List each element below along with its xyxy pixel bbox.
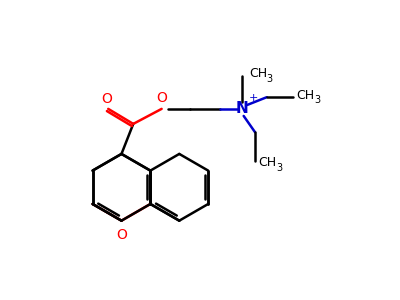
Text: N: N [235, 101, 248, 116]
Text: +: + [249, 93, 258, 103]
Text: CH: CH [249, 67, 267, 80]
Text: CH: CH [296, 89, 315, 102]
Text: 3: 3 [266, 74, 272, 84]
Text: 3: 3 [276, 163, 282, 173]
Text: 3: 3 [315, 95, 321, 105]
Text: CH: CH [258, 156, 276, 169]
Text: O: O [101, 92, 112, 106]
Text: O: O [116, 228, 127, 242]
Text: O: O [156, 91, 167, 105]
